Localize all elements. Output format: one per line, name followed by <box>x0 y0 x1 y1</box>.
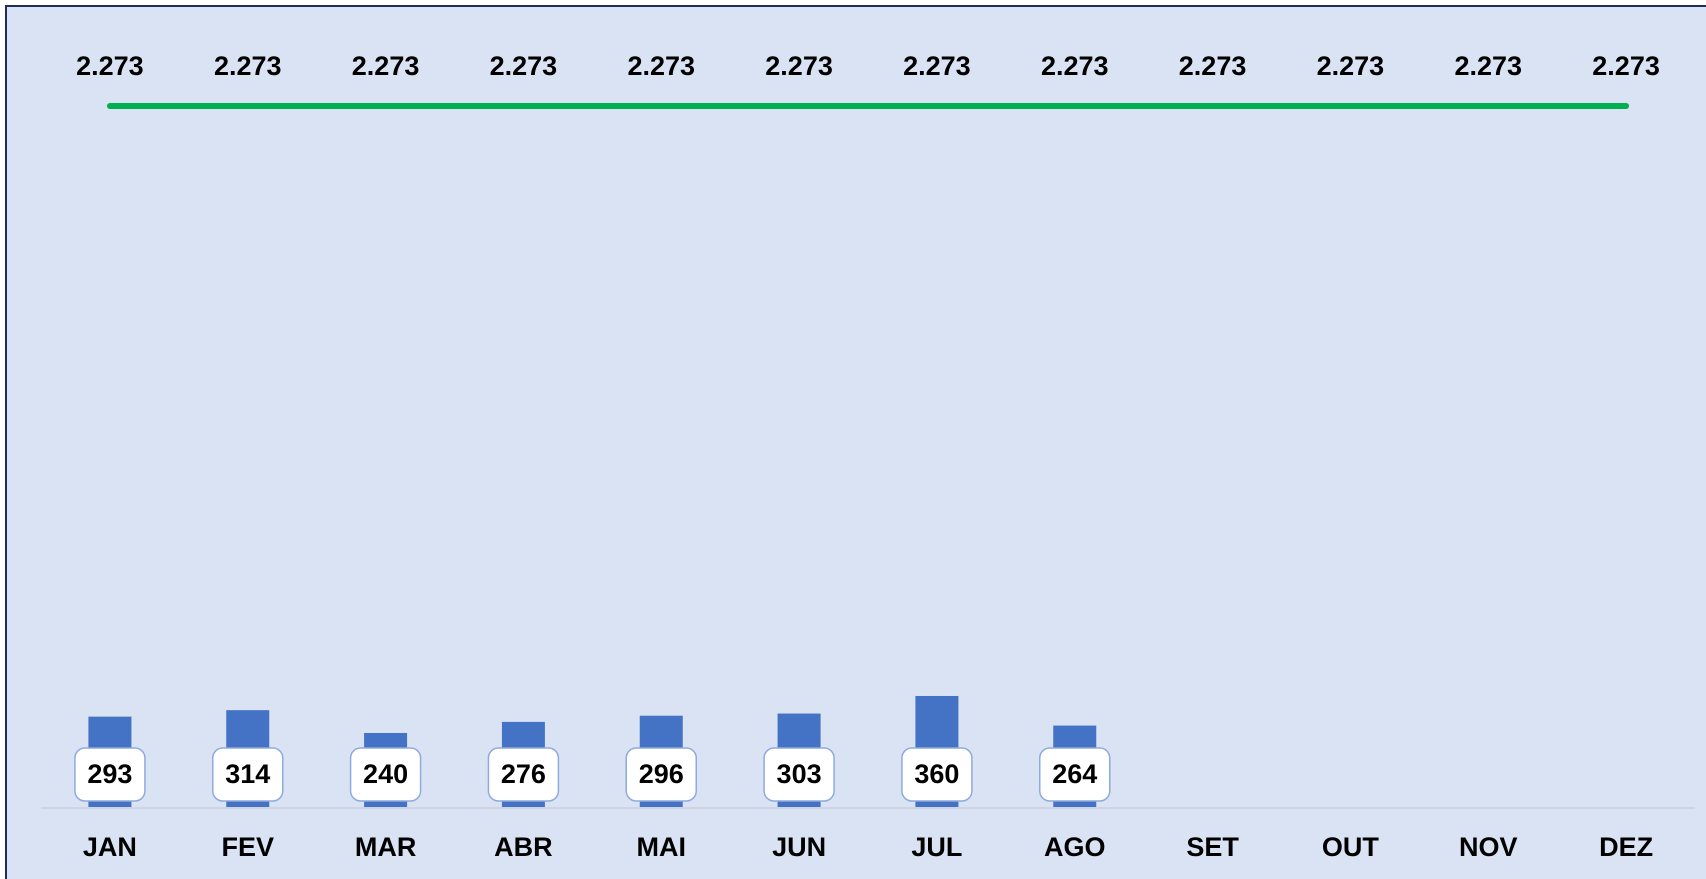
data-label: 293 <box>87 759 132 789</box>
data-label: 360 <box>914 759 959 789</box>
x-tick-label: AGO <box>1044 832 1106 862</box>
x-tick-label: ABR <box>494 832 553 862</box>
x-tick-label: MAR <box>355 832 417 862</box>
data-label-box <box>74 747 146 802</box>
x-tick-label: JAN <box>83 832 137 862</box>
x-tick-label: OUT <box>1322 832 1380 862</box>
data-label: 296 <box>639 759 684 789</box>
data-label: 264 <box>1052 759 1097 789</box>
data-label-box <box>212 747 284 802</box>
data-label-box <box>763 747 835 802</box>
data-label: 2.273 <box>76 51 144 81</box>
data-label-box <box>349 747 422 802</box>
x-tick-label: SET <box>1186 832 1239 862</box>
data-label: 2.273 <box>490 51 558 81</box>
data-label-box <box>1039 747 1111 802</box>
data-label: 2.273 <box>765 51 833 81</box>
x-tick-label: MAI <box>637 832 687 862</box>
x-tick-label: JUN <box>772 832 826 862</box>
data-label: 276 <box>501 759 546 789</box>
data-label-box <box>901 747 973 802</box>
data-label: 2.273 <box>352 51 420 81</box>
x-tick-label: NOV <box>1459 832 1518 862</box>
x-tick-label: JUL <box>911 832 962 862</box>
chart-background <box>5 5 1706 879</box>
data-label: 2.273 <box>627 51 695 81</box>
data-label-box <box>487 747 560 802</box>
data-label: 2.273 <box>903 51 971 81</box>
data-label: 2.273 <box>1317 51 1385 81</box>
x-tick-label: FEV <box>221 832 274 862</box>
data-label-box <box>625 747 697 802</box>
x-tick-label: DEZ <box>1599 832 1653 862</box>
data-label: 303 <box>777 759 822 789</box>
data-label: 2.273 <box>1179 51 1247 81</box>
data-label: 2.273 <box>214 51 282 81</box>
data-label: 240 <box>363 759 408 789</box>
data-label: 2.273 <box>1592 51 1660 81</box>
data-label: 2.273 <box>1454 51 1522 81</box>
data-label: 2.273 <box>1041 51 1109 81</box>
data-label: 314 <box>225 759 270 789</box>
